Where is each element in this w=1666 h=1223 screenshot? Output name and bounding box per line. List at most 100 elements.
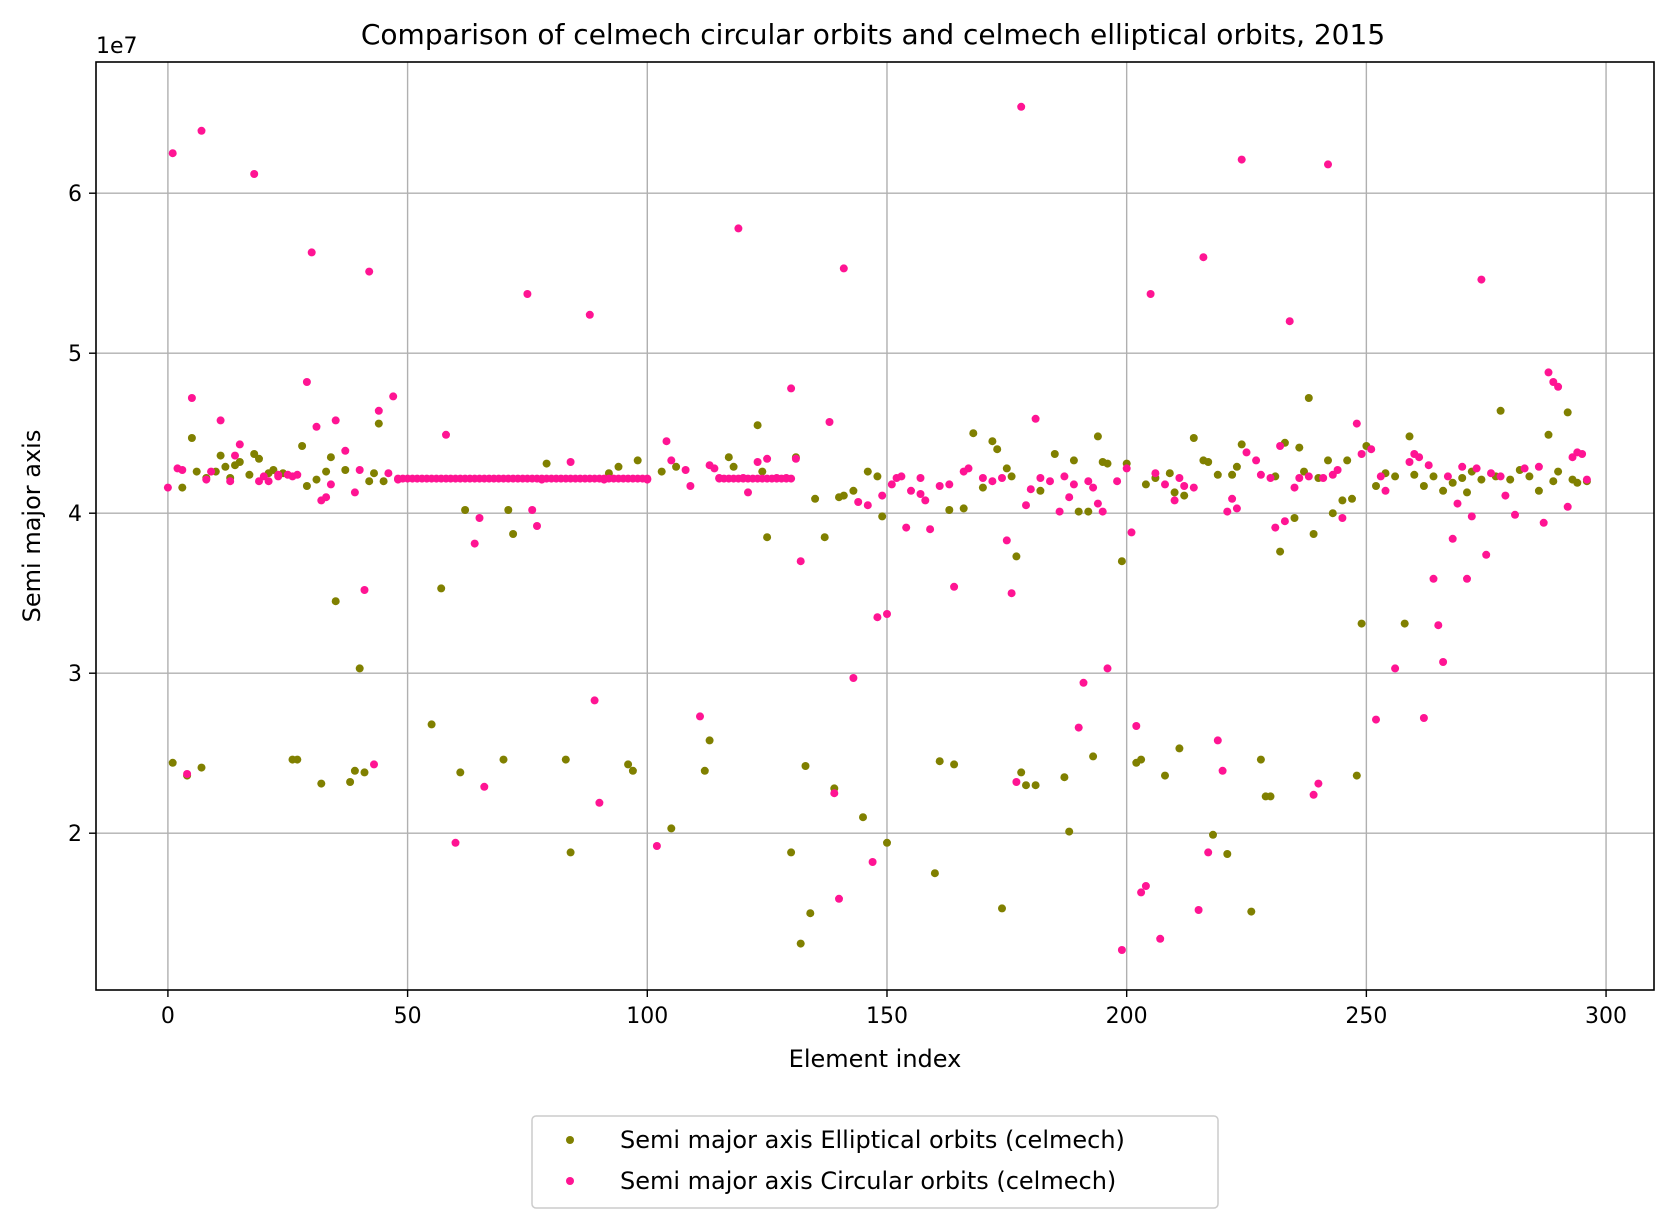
data-point [849,674,858,682]
data-point [1477,275,1486,284]
data-point [873,613,882,622]
data-point [216,416,225,425]
data-point [969,429,978,438]
x-tick-label: 0 [161,1004,175,1029]
data-point [235,440,244,449]
data-point [590,696,599,705]
data-point [183,770,192,778]
data-point [1458,474,1467,482]
data-point [1204,848,1213,857]
data-point [480,782,489,791]
axis-ticks: 0 50 100 150 200 250 300 2 3 4 5 6 [68,182,1627,1029]
data-point [935,482,944,490]
data-point [1228,470,1237,479]
x-tick-label: 50 [394,1004,422,1029]
data-point [187,434,196,442]
data-point [1036,486,1045,495]
data-point [1276,547,1285,556]
data-point [978,483,987,492]
data-point [1237,155,1246,164]
data-point [993,445,1002,454]
data-point [1151,469,1160,478]
data-point [945,480,954,489]
data-point [1189,483,1198,492]
data-point [863,501,872,510]
x-tick-label: 100 [626,1004,668,1029]
data-point [1496,472,1505,481]
data-point [1213,470,1222,479]
data-point [274,470,283,479]
data-point [1117,946,1126,954]
data-point [1007,589,1016,598]
data-point [379,477,388,486]
data-point [1137,755,1146,764]
data-point [1266,474,1275,482]
data-point [1525,472,1534,481]
data-point [1295,443,1304,452]
data-point [1237,440,1246,449]
data-point [1372,715,1380,724]
data-point [1448,534,1457,543]
data-point [168,758,177,767]
data-point [1405,432,1414,441]
data-point [1165,469,1174,478]
data-point [1084,477,1093,486]
data-point [1137,888,1146,897]
data-point [1256,755,1265,764]
data-point [921,496,930,505]
data-point [442,430,450,439]
data-point [1467,512,1476,521]
data-point [1482,550,1491,559]
data-point [1117,557,1126,566]
data-point [370,469,378,478]
data-point [542,459,551,468]
data-point [1333,466,1342,474]
data-point [312,422,321,431]
data-point [293,755,302,764]
data-point [883,838,891,847]
data-point [250,170,259,178]
data-point [1175,744,1184,753]
data-point [1295,474,1304,482]
data-point [187,394,196,402]
data-point [950,760,959,769]
data-point [389,392,398,401]
plot-frame [95,61,1655,991]
data-point [1276,442,1285,450]
data-point [998,474,1006,482]
data-point [978,474,987,482]
legend-box [531,1115,1219,1209]
data-point [1223,850,1232,858]
data-point [1285,317,1294,326]
data-point [902,523,911,532]
data-point [1256,470,1265,479]
data-point [1074,507,1083,516]
data-point [887,480,896,489]
data-point [1232,504,1241,513]
data-point [1429,574,1438,583]
data-point [341,466,350,474]
series-0-points [168,394,1591,948]
data-point [1309,530,1318,538]
data-point [1511,510,1519,519]
data-point [163,483,172,492]
data-point [787,384,796,393]
data-point [374,419,383,428]
data-point [1175,474,1184,482]
x-tick-label: 150 [866,1004,908,1029]
data-point [796,557,805,566]
data-point [657,467,666,476]
data-point [801,762,810,770]
data-point [226,477,235,486]
data-point [595,798,604,807]
data-point [221,462,230,471]
data-point [1055,507,1064,516]
data-point [235,458,244,466]
data-point [451,838,460,847]
data-point [988,477,997,486]
data-point [696,712,704,721]
data-point [1578,450,1587,458]
data-point [456,768,465,777]
data-point [950,582,959,591]
data-point [854,498,863,506]
